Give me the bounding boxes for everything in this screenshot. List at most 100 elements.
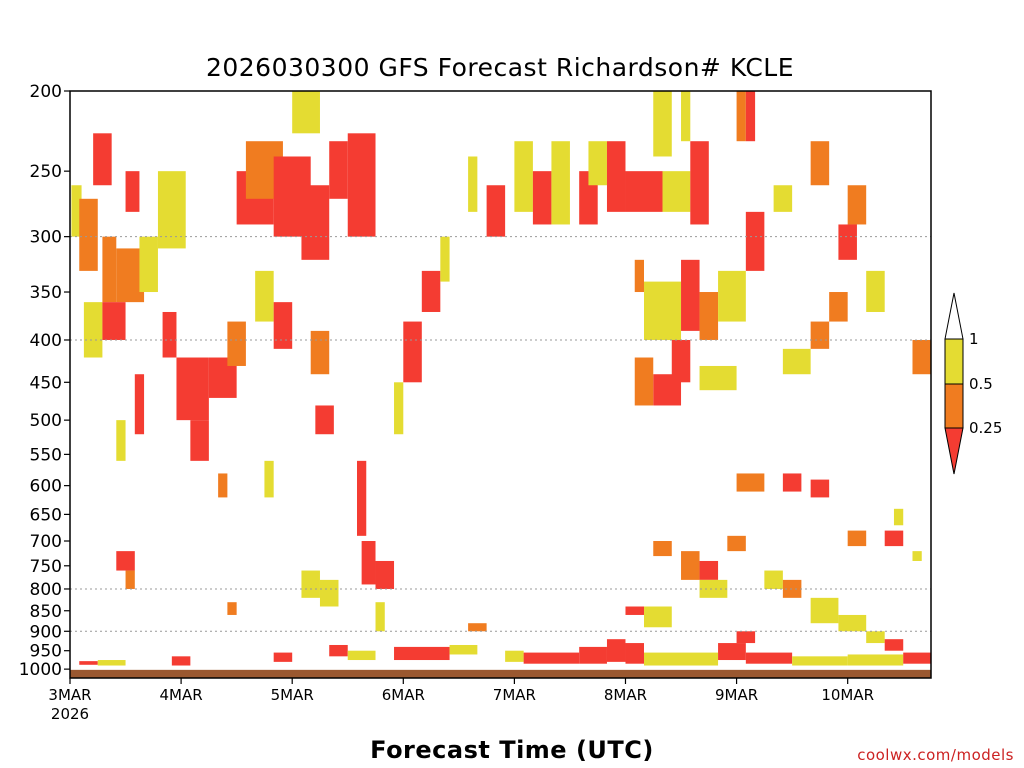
heatmap-cell (176, 357, 209, 421)
y-tick-label: 550 (30, 445, 62, 465)
heatmap-cell (681, 91, 691, 142)
y-tick-label: 700 (30, 532, 62, 552)
axes: 2002503003504004505005506006507007508008… (19, 82, 932, 723)
heatmap-cell (866, 270, 885, 312)
heatmap-cell (681, 551, 700, 580)
y-tick-label: 200 (30, 82, 62, 102)
heatmap-cell (699, 579, 728, 598)
heatmap-cell (838, 614, 867, 632)
heatmap-cell (357, 460, 367, 536)
heatmap-cell (440, 236, 450, 282)
heatmap-cell (773, 185, 793, 212)
heatmap-cell (157, 171, 186, 249)
y-tick-label: 300 (30, 228, 62, 248)
heatmap-cell (102, 236, 117, 303)
heatmap-cell (644, 606, 672, 628)
colorbar-level-label: 0.25 (969, 419, 1002, 437)
heatmap-cell (329, 141, 348, 199)
heatmap-cell (736, 631, 756, 644)
heatmap-cell (810, 321, 830, 349)
heatmap-cell (644, 281, 682, 340)
y-tick-label: 850 (30, 602, 62, 622)
colorbar-arrow-low (944, 427, 964, 475)
y-tick-label: 650 (30, 505, 62, 525)
heatmap-cell (745, 91, 756, 142)
x-axis-label: Forecast Time (UTC) (370, 736, 654, 764)
heatmap-cell (421, 270, 441, 312)
y-tick-label: 900 (30, 622, 62, 642)
heatmap-cell (162, 311, 177, 358)
heatmap-cell (71, 185, 82, 237)
heatmap-cell (810, 141, 830, 186)
y-tick-label: 800 (30, 580, 62, 600)
y-tick-label: 950 (30, 642, 62, 662)
plot-area (70, 91, 931, 678)
heatmap-cell (116, 551, 135, 571)
heatmap-cell (699, 560, 719, 580)
heatmap-cell (505, 650, 524, 662)
heatmap-cell (847, 654, 904, 666)
x-tick-label: 4MAR (160, 686, 203, 704)
heatmap-cell (653, 91, 672, 157)
heatmap-cell (319, 579, 339, 607)
heatmap-cell (625, 606, 644, 615)
x-tick-sublabel: 2026 (51, 705, 89, 723)
heatmap-cell (310, 330, 330, 375)
heatmap-cell (486, 185, 506, 237)
heatmap-cell (255, 270, 274, 322)
heatmap-cell (912, 339, 931, 375)
heatmap-cell (745, 652, 793, 664)
heatmap-cell (315, 405, 334, 435)
heatmap-cell (514, 141, 533, 212)
heatmap-cell (653, 541, 672, 557)
heatmap-cell (634, 259, 644, 293)
heatmap-cell (690, 141, 709, 225)
heatmap-cell (227, 321, 246, 366)
heatmap-cell (884, 530, 904, 547)
heatmap-cell (606, 639, 626, 662)
heatmap-cell (736, 473, 765, 492)
colorbar-legend: 1 0.5 0.25 (944, 292, 1002, 475)
colorbar-bin (944, 383, 964, 429)
heatmap-cell (606, 141, 626, 212)
heatmap-cell (292, 91, 320, 134)
heatmap-cell (83, 302, 103, 358)
heatmap-cell (644, 652, 719, 666)
heatmap-cell (394, 646, 450, 661)
x-tick-label: 8MAR (604, 686, 647, 704)
heatmap-cell (273, 652, 293, 662)
heatmap-cell (810, 597, 839, 624)
heatmap-cell (625, 171, 663, 212)
heatmap-cell (634, 357, 654, 406)
heatmap-cell (718, 270, 746, 322)
heatmap-cell (727, 535, 746, 552)
heatmap-cell (699, 292, 719, 340)
heatmap-cell (449, 644, 478, 655)
heatmap-cell (125, 570, 135, 589)
heatmap-cell (403, 321, 422, 383)
heatmap-cell (588, 141, 607, 186)
heatmap-cell (375, 602, 385, 632)
heatmap-cell (125, 171, 140, 212)
heatmap-cell (532, 171, 552, 225)
heatmap-cell (866, 631, 885, 644)
heatmap-cell (139, 236, 158, 293)
x-tick-label: 5MAR (271, 686, 314, 704)
heatmap-cell (884, 639, 904, 651)
y-tick-label: 500 (30, 411, 62, 431)
heatmap-cell (745, 211, 765, 271)
heatmap-cell (468, 156, 478, 212)
heatmap-cell (551, 141, 570, 225)
heatmap-cell (764, 570, 783, 589)
y-tick-label: 750 (30, 557, 62, 577)
heatmap-cell (375, 560, 395, 589)
heatmap-cell (625, 643, 644, 664)
heatmap-cell (782, 473, 802, 492)
heatmap-cell (190, 420, 209, 461)
heatmap-cell (847, 185, 867, 225)
credit-text: coolwx.com/models (857, 746, 1014, 764)
heatmap-cell (361, 541, 376, 585)
colorbar-bin (944, 338, 964, 385)
heatmap-cell (903, 652, 931, 664)
